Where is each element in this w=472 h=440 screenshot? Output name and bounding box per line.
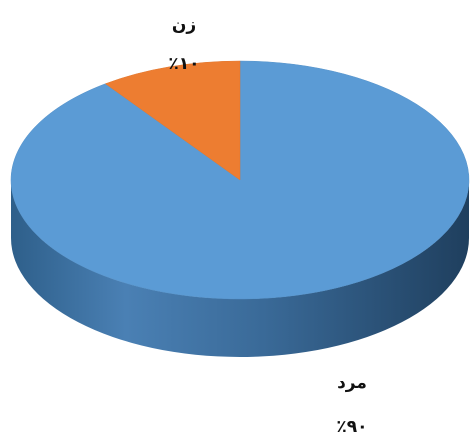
pie-slice-1 xyxy=(104,60,241,181)
pie-labels: زن ٪۱۰ مرد ٪۹۰ xyxy=(168,15,367,437)
pie-side-0 xyxy=(11,180,469,357)
slice-label-women: زن xyxy=(172,15,196,35)
pie-side-walls xyxy=(11,180,469,357)
slice-label-men: مرد xyxy=(337,373,367,393)
slice-value-men: ٪۹۰ xyxy=(336,417,367,437)
pie-top-faces xyxy=(10,60,470,300)
slice-value-women: ٪۱۰ xyxy=(168,54,199,74)
